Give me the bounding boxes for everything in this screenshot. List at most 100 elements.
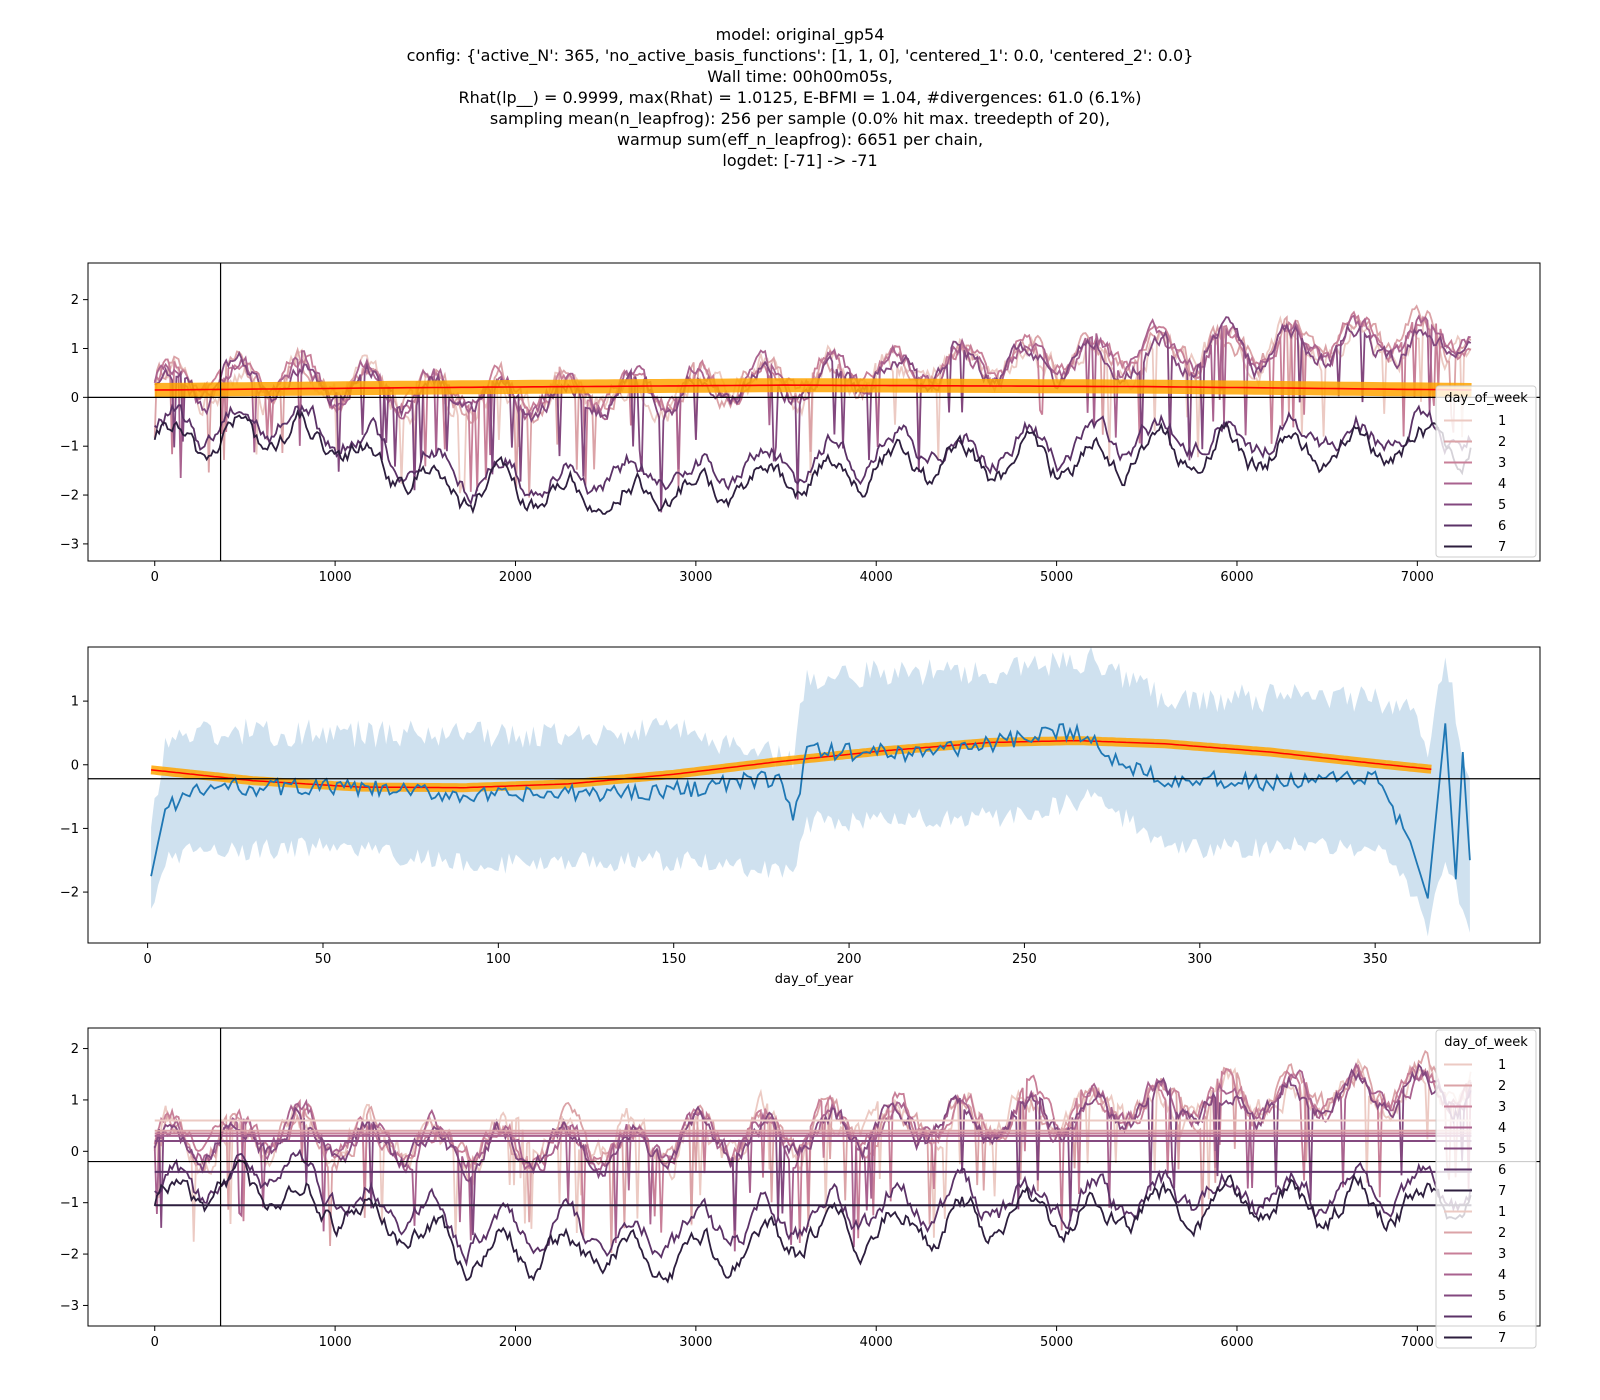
plot-area-1 [88, 263, 1540, 561]
x-tick-label: 200 [837, 952, 862, 967]
x-tick-label: 3000 [679, 1335, 712, 1350]
legend-label: 5 [1498, 1142, 1506, 1157]
title-line-logdet: logdet: [-71] -> -71 [722, 151, 878, 170]
y-tick-label: −2 [60, 886, 79, 901]
series-line-dow-4 [153, 1062, 1472, 1252]
title-line-model: model: original_gp54 [715, 25, 885, 44]
legend-label: 1 [1498, 414, 1506, 429]
title-line-walltime: Wall time: 00h00m05s, [707, 67, 893, 86]
x-tick-label: 1000 [319, 1335, 352, 1350]
legend-label: 3 [1498, 1247, 1506, 1262]
legend-label: 7 [1498, 540, 1506, 555]
x-tick-label: 5000 [1040, 1335, 1073, 1350]
y-tick-label: 2 [71, 1042, 79, 1057]
series-line-dow-6 [154, 403, 1472, 506]
x-tick-label: 100 [486, 952, 511, 967]
x-tick-label: 350 [1363, 952, 1388, 967]
title-line-config: config: {'active_N': 365, 'no_active_bas… [406, 46, 1194, 65]
plot-area-2 [88, 647, 1540, 937]
y-tick-label: 0 [71, 758, 79, 773]
plot-area-3 [88, 1028, 1540, 1326]
y-tick-label: −3 [60, 1299, 79, 1314]
x-tick-label: 2000 [499, 570, 532, 585]
x-tick-label: 3000 [679, 570, 712, 585]
y-tick-label: 1 [71, 695, 79, 710]
series-line-dow-7 [153, 409, 1472, 515]
x-tick-label: 2000 [499, 1335, 532, 1350]
legend-label: 3 [1498, 456, 1506, 471]
legend-label: 6 [1498, 1163, 1506, 1178]
axes-2: 0 50 100 150 200 250 300 350 −2 −1 0 1 day_of_year [60, 695, 1388, 987]
legend-3: day_of_week 1 2 3 4 5 6 7 1 2 3 4 5 6 7 [1435, 1029, 1537, 1349]
legend-label: 6 [1498, 1310, 1506, 1325]
legend-label: 3 [1498, 1100, 1506, 1115]
y-tick-label: −1 [60, 440, 79, 455]
legend-label: 2 [1498, 1226, 1506, 1241]
observed-mean-line [150, 722, 1471, 899]
y-tick-label: −3 [60, 537, 79, 552]
x-tick-label: 150 [661, 952, 686, 967]
series-line-dow-7 [153, 1159, 1472, 1284]
axes-1: 0 1000 2000 3000 4000 5000 6000 7000 −3 −2 −1 0 1 2 [60, 293, 1434, 585]
y-tick-label: 0 [71, 391, 79, 406]
x-tick-label: 6000 [1220, 570, 1253, 585]
axes-3: 0 1000 2000 3000 4000 5000 6000 7000 −3 −2 −1 0 1 2 [60, 1042, 1434, 1350]
y-tick-label: 1 [71, 342, 79, 357]
x-tick-label: 1000 [319, 570, 352, 585]
series-line-dow-6 [154, 1148, 1472, 1267]
series-line-dow-2 [153, 1049, 1472, 1253]
series-line-dow-2 [153, 304, 1472, 498]
legend-title: day_of_week [1444, 391, 1528, 406]
axes-frame-2 [87, 646, 1541, 944]
legend-label: 6 [1498, 519, 1506, 534]
seasonal-fit-line [151, 739, 1432, 789]
y-tick-label: −1 [60, 1196, 79, 1211]
legend-label: 4 [1498, 477, 1506, 492]
legend-label: 2 [1498, 1079, 1506, 1094]
x-tick-label: 0 [151, 1335, 159, 1350]
x-tick-label: 4000 [860, 570, 893, 585]
legend-label: 5 [1498, 1289, 1506, 1304]
axes-frame-3 [87, 1027, 1541, 1327]
legend-label: 4 [1498, 1268, 1506, 1283]
legend-title: day_of_week [1444, 1035, 1528, 1050]
x-tick-label: 6000 [1220, 1335, 1253, 1350]
y-tick-label: −2 [60, 489, 79, 504]
series-line-dow-1 [153, 1057, 1472, 1242]
fit-mean-line [154, 384, 1472, 391]
x-tick-label: 50 [315, 952, 332, 967]
y-tick-label: −1 [60, 822, 79, 837]
title-line-rhat: Rhat(lp__) = 0.9999, max(Rhat) = 1.0125,… [458, 88, 1142, 107]
x-tick-label: 5000 [1040, 570, 1073, 585]
legend-label: 7 [1498, 1331, 1506, 1346]
figure-title: model: original_gp54 config: {'active_N'… [0, 24, 1600, 171]
x-tick-label: 7000 [1401, 570, 1434, 585]
legend-label: 2 [1498, 435, 1506, 450]
series-line-dow-3 [153, 1064, 1472, 1244]
y-tick-label: 2 [71, 293, 79, 308]
x-tick-label: 4000 [860, 1335, 893, 1350]
legend-label: 1 [1498, 1058, 1506, 1073]
legend-1: day_of_week 1 2 3 4 5 6 7 [1435, 385, 1537, 558]
legend-label: 5 [1498, 498, 1506, 513]
x-axis-label: day_of_year [775, 972, 854, 987]
observed-interval-band [151, 647, 1470, 937]
x-tick-label: 0 [151, 570, 159, 585]
x-tick-label: 7000 [1401, 1335, 1434, 1350]
legend-frame [1435, 385, 1537, 558]
x-tick-label: 250 [1012, 952, 1037, 967]
title-line-sampling: sampling mean(n_leapfrog): 256 per sampl… [489, 109, 1111, 128]
legend-label: 7 [1498, 1184, 1506, 1199]
y-tick-label: 1 [71, 1093, 79, 1108]
legend-label: 4 [1498, 1121, 1506, 1136]
axes-frame-1 [87, 262, 1541, 562]
y-tick-label: −2 [60, 1248, 79, 1263]
x-tick-label: 0 [143, 952, 151, 967]
title-line-warmup: warmup sum(eff_n_leapfrog): 6651 per cha… [616, 130, 984, 149]
legend-frame [1435, 1029, 1537, 1349]
legend-label: 1 [1498, 1205, 1506, 1220]
series-line-dow-5 [153, 1063, 1472, 1236]
y-tick-label: 0 [71, 1145, 79, 1160]
x-tick-label: 300 [1187, 952, 1212, 967]
